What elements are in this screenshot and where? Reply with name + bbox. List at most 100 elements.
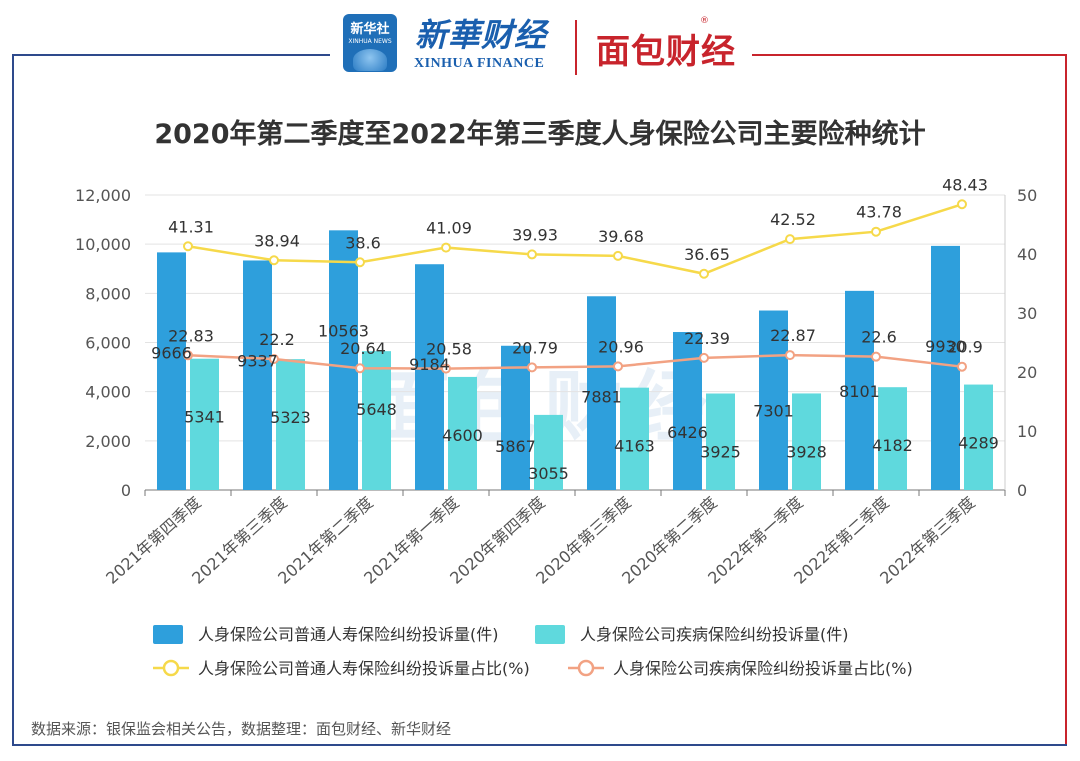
legend-swatch-1 [153,625,183,644]
disease-ratio-label-5: 20.79 [512,338,558,357]
y-left-tick-label: 4,000 [85,383,131,402]
bar-disease-label-7: 3925 [700,443,741,462]
point-life-ratio-1 [183,241,193,252]
legend-label-1: 人身保险公司普通人寿保险纠纷投诉量(件) [198,625,499,644]
xinhua-logo-en: XINHUA NEWS [348,38,392,45]
life-ratio-label-4: 41.09 [426,219,472,238]
bar-life-9 [845,290,874,490]
xinhua-finance-en: XINHUA FINANCE [414,56,545,71]
disease-ratio-label-8: 22.87 [770,326,816,345]
bar-life-4 [415,264,444,490]
y-left-tick-label: 0 [121,481,131,500]
point-life-ratio-10 [957,199,967,210]
life-ratio-label-10: 48.43 [942,175,988,194]
point-disease-ratio-6 [613,361,623,372]
y-right-tick-label: 50 [1017,186,1037,205]
y-right-tick-label: 40 [1017,245,1037,264]
disease-ratio-label-7: 22.39 [684,329,730,348]
point-life-ratio-4 [441,242,451,253]
chart-title: 2020年第二季度至2022年第三季度人身保险公司主要险种统计 [154,119,926,150]
bar-life-8 [759,310,788,490]
life-ratio-label-9: 43.78 [856,203,902,222]
bar-disease-10 [964,384,993,490]
y-left-tick-label: 8,000 [85,284,131,303]
frame-bottom [12,744,1067,746]
xinhua-finance-cn: 新華财经 [415,16,548,54]
frame-top-left [12,54,330,56]
disease-ratio-label-9: 22.6 [861,328,897,347]
y-left-tick-label: 10,000 [75,235,131,254]
bar-life-label-4: 9184 [409,355,450,374]
y-left-tick-label: 6,000 [85,334,131,353]
logo-separator [575,20,577,75]
legend-swatch-2 [535,625,565,644]
disease-ratio-label-1: 22.83 [168,326,214,345]
legend-marker-3 [162,659,180,677]
bar-life-1 [157,252,186,490]
bar-life-7 [673,332,702,490]
globe-icon [353,49,387,71]
point-life-ratio-2 [269,255,279,266]
bar-disease-label-8: 3928 [786,442,827,461]
bar-life-label-9: 8101 [839,382,880,401]
bar-disease-label-6: 4163 [614,437,655,456]
life-ratio-label-8: 42.52 [770,210,816,229]
bar-life-label-8: 7301 [753,402,794,421]
bar-life-label-10: 9930 [925,337,966,356]
bar-disease-label-2: 5323 [270,408,311,427]
y-right-tick-label: 30 [1017,304,1037,323]
bar-disease-2 [276,359,305,490]
bar-disease-8 [792,393,821,490]
source-note: 数据来源：银保监会相关公告，数据整理：面包财经、新华财经 [31,720,452,738]
point-life-ratio-3 [355,257,365,268]
life-ratio-label-2: 38.94 [254,231,300,250]
life-ratio-label-7: 36.65 [684,245,730,264]
point-life-ratio-7 [699,268,709,279]
bar-life-label-5: 5867 [495,437,536,456]
point-disease-ratio-9 [871,351,881,362]
legend-label-4: 人身保险公司疾病保险纠纷投诉量占比(%) [613,659,913,678]
bar-life-5 [501,345,530,490]
life-ratio-label-3: 38.6 [345,233,381,252]
y-right-tick-label: 0 [1017,481,1027,500]
disease-ratio-label-6: 20.96 [598,337,644,356]
point-life-ratio-8 [785,234,795,245]
bar-life-2 [243,260,272,490]
y-left-tick-label: 12,000 [75,186,131,205]
life-ratio-label-1: 41.31 [168,217,214,236]
bar-life-label-3: 10563 [318,321,369,340]
point-disease-ratio-10 [957,361,967,372]
point-disease-ratio-1 [183,350,193,361]
bar-disease-4 [448,376,477,490]
y-right-tick-label: 20 [1017,363,1037,382]
y-left-tick-label: 2,000 [85,432,131,451]
life-ratio-label-6: 39.68 [598,227,644,246]
y-right-tick-label: 10 [1017,422,1037,441]
point-disease-ratio-4 [441,363,451,374]
bar-disease-label-5: 3055 [528,464,569,483]
bar-life-10 [931,245,960,490]
bar-disease-label-3: 5648 [356,400,397,419]
bar-life-label-2: 9337 [237,351,278,370]
bar-disease-5 [534,414,563,490]
bar-life-label-1: 9666 [151,343,192,362]
bar-disease-6 [620,387,649,490]
point-disease-ratio-2 [269,354,279,365]
bar-disease-label-10: 4289 [958,434,999,453]
disease-ratio-label-2: 22.2 [259,330,295,349]
frame-top-right [752,54,1067,56]
bar-disease-7 [706,393,735,490]
disease-ratio-label-3: 20.64 [340,339,386,358]
mianbao-logo: 面包财经 [596,32,736,72]
point-disease-ratio-5 [527,362,537,373]
point-disease-ratio-7 [699,352,709,363]
bar-disease-label-4: 4600 [442,426,483,445]
bar-disease-3 [362,351,391,490]
disease-ratio-label-10: 20.9 [947,338,983,357]
point-life-ratio-9 [871,226,881,237]
frame-left [12,54,14,746]
legend-label-2: 人身保险公司疾病保险纠纷投诉量(件) [580,625,849,644]
line-life-ratio [187,203,963,276]
xinhua-news-logo: 新华社 XINHUA NEWS [343,14,397,72]
